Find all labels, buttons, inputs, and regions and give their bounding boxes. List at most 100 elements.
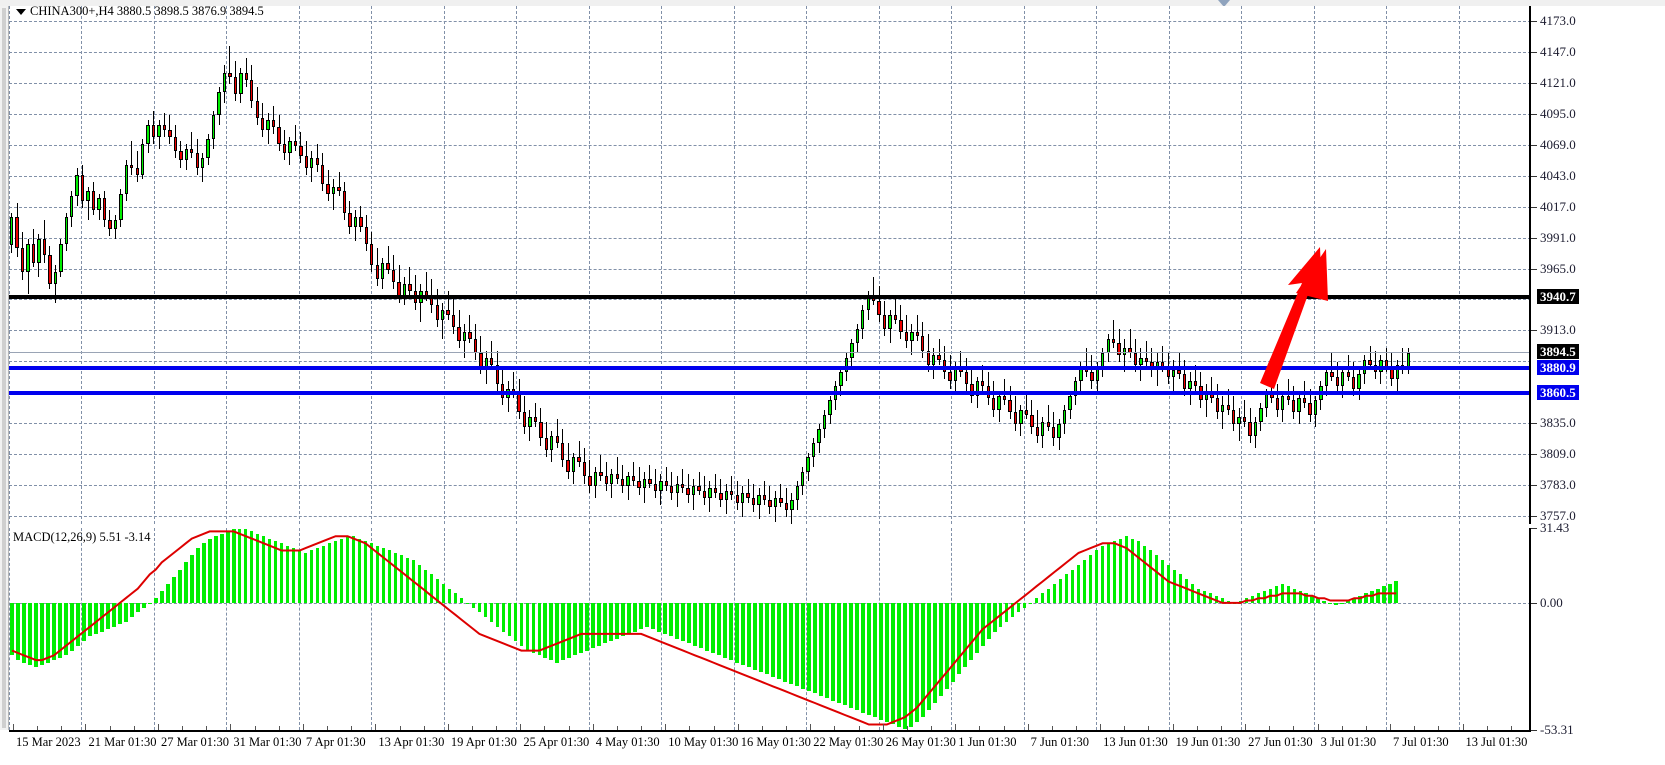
macd-histogram-bar xyxy=(759,602,763,673)
candlestick xyxy=(222,6,227,524)
candle-body-bullish xyxy=(119,193,123,220)
macd-histogram-bar xyxy=(699,602,703,649)
time-axis[interactable]: 15 Mar 2023 21 Mar 01:30 27 Mar 01:30 31 Ma… xyxy=(9,724,1531,765)
macd-histogram-bar xyxy=(1310,595,1315,603)
candle-body-bullish xyxy=(331,186,336,194)
price-pane[interactable] xyxy=(9,6,1532,524)
macd-histogram-bar xyxy=(321,545,326,603)
candle-body-bearish xyxy=(108,219,112,230)
price-level-support[interactable] xyxy=(9,390,1531,395)
time-axis-tick xyxy=(1100,724,1102,730)
time-axis-minor-tick xyxy=(786,726,788,730)
price-axis-highlight-black[interactable]: 3940.7 xyxy=(1537,289,1579,305)
price-axis[interactable]: 4173.0 4147.0 4121.0 4095.0 4069.0 4043.0 4017… xyxy=(1531,6,1665,736)
candlestick xyxy=(964,6,969,524)
candlestick xyxy=(861,6,865,524)
price-axis-highlight-blue[interactable]: 3880.9 xyxy=(1537,360,1579,376)
price-level-bid-line[interactable] xyxy=(9,366,1531,371)
vertical-scroll-thumb[interactable] xyxy=(2,8,6,728)
candlestick xyxy=(528,6,532,524)
candle-body-bullish xyxy=(844,357,849,372)
time-axis-minor-tick xyxy=(1510,726,1512,730)
time-axis-tick xyxy=(665,724,667,730)
candlestick xyxy=(1057,6,1061,524)
scroll-position-marker[interactable] xyxy=(1218,0,1230,7)
grid-line-horizontal xyxy=(9,515,1531,517)
macd-histogram-bar xyxy=(1172,569,1177,603)
candle-body-bearish xyxy=(337,186,341,192)
candle-body-bullish xyxy=(626,476,630,486)
candlestick xyxy=(1335,6,1340,524)
macd-histogram-bar xyxy=(213,536,218,603)
time-axis-label: 25 Apr 01:30 xyxy=(523,735,590,749)
price-axis-highlight-blue[interactable]: 3860.5 xyxy=(1537,384,1579,400)
bullish-arrow-annotation[interactable] xyxy=(1230,245,1350,395)
candle-body-bearish xyxy=(1111,338,1116,344)
candle-body-bearish xyxy=(899,319,903,332)
macd-histogram-bar xyxy=(843,602,847,706)
macd-histogram-bar xyxy=(1370,591,1374,603)
candle-wick xyxy=(447,291,449,320)
candle-body-bearish xyxy=(637,481,641,489)
candle-body-bullish xyxy=(1341,371,1345,387)
candle-body-bullish xyxy=(817,428,821,444)
candlestick xyxy=(151,6,156,524)
axis-tick xyxy=(1531,423,1537,424)
candle-body-bearish xyxy=(315,158,319,166)
candle-body-bearish xyxy=(282,143,287,154)
candle-body-bullish xyxy=(610,474,614,484)
axis-tick xyxy=(1531,268,1537,270)
candle-body-bullish xyxy=(659,481,663,491)
time-axis-minor-tick xyxy=(351,726,353,730)
macd-histogram-bar xyxy=(291,548,296,603)
candle-body-bearish xyxy=(391,269,396,282)
candlestick xyxy=(468,6,472,524)
candle-body-bearish xyxy=(631,476,636,482)
candlestick xyxy=(713,6,718,524)
candle-body-bullish xyxy=(37,238,41,263)
vertical-scroll-rail[interactable] xyxy=(0,6,9,730)
candlestick xyxy=(741,6,745,524)
candlestick xyxy=(1401,6,1405,524)
candlestick xyxy=(959,6,963,524)
price-level-resistance[interactable] xyxy=(9,295,1531,300)
axis-tick xyxy=(1531,484,1537,486)
candle-body-bullish xyxy=(239,72,243,94)
candlestick xyxy=(353,6,358,524)
price-axis-label: 3809.0 xyxy=(1540,445,1576,461)
candlestick xyxy=(970,6,974,524)
macd-histogram-bar xyxy=(861,602,865,713)
candle-body-bullish xyxy=(1122,348,1127,356)
time-axis-label: 7 Jun 01:30 xyxy=(1030,735,1089,749)
candlestick xyxy=(828,6,832,524)
candlestick xyxy=(1275,6,1280,524)
candlestick xyxy=(10,6,14,524)
macd-pane[interactable]: MACD(12,26,9) 5.51 -3.14 xyxy=(9,528,1532,730)
candlestick xyxy=(370,6,374,524)
triangle-down-icon[interactable] xyxy=(16,9,26,16)
candle-body-bullish xyxy=(86,191,90,201)
macd-histogram-bar xyxy=(1070,569,1075,603)
axis-tick xyxy=(1531,114,1537,116)
macd-histogram-bar xyxy=(16,602,20,661)
time-axis-label: 27 Jun 01:30 xyxy=(1248,735,1313,749)
candlestick xyxy=(1122,6,1127,524)
candlestick xyxy=(762,6,767,524)
macd-histogram-bar xyxy=(615,602,619,639)
candlestick xyxy=(179,6,183,524)
candlestick xyxy=(822,6,827,524)
candle-body-bearish xyxy=(1292,400,1296,413)
candlestick xyxy=(1248,6,1252,524)
macd-histogram-bar xyxy=(1340,602,1345,604)
candlestick xyxy=(1062,6,1067,524)
macd-histogram-bar xyxy=(1142,545,1147,603)
price-level-close-marker[interactable] xyxy=(9,351,1531,353)
macd-histogram-bar xyxy=(327,543,332,603)
candlestick xyxy=(555,6,559,524)
price-axis-highlight-black[interactable]: 3894.5 xyxy=(1537,344,1579,360)
macd-histogram-bar xyxy=(1196,588,1201,603)
candle-body-bullish xyxy=(140,143,145,175)
price-axis-label: 4069.0 xyxy=(1540,137,1576,152)
time-axis-label: 16 May 01:30 xyxy=(740,735,811,749)
macd-histogram-bar xyxy=(1076,564,1081,603)
